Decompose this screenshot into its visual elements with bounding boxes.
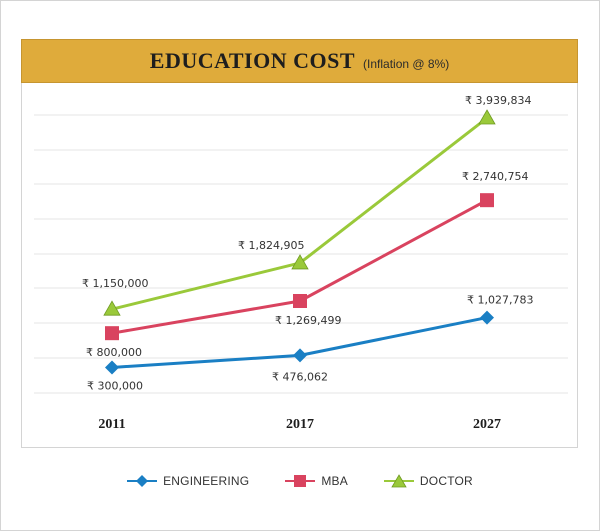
point-doctor-2011: [103, 300, 121, 316]
legend-item-doctor: DOCTOR: [383, 474, 473, 488]
point-doctor-2017: [291, 254, 309, 270]
data-label-doctor-2017: ₹ 1,824,905: [238, 239, 304, 252]
legend-label-engineering: ENGINEERING: [163, 474, 250, 488]
point-mba-2011: [105, 326, 119, 341]
legend-swatch-mba: [285, 475, 316, 487]
title-bar: EDUCATION COST (Inflation @ 8%): [21, 39, 578, 83]
point-mba-2027: [480, 193, 494, 208]
point-engineering-2011: [105, 360, 119, 375]
data-label-doctor-2011: ₹ 1,150,000: [82, 277, 148, 290]
series-line-doctor: [111, 116, 488, 311]
x-tick-label-2027: 2027: [473, 417, 501, 432]
data-label-mba-2017: ₹ 1,269,499: [275, 314, 341, 327]
data-label-mba-2011: ₹ 800,000: [86, 346, 142, 359]
data-label-engineering-2011: ₹ 300,000: [87, 379, 143, 392]
x-tick-label-2011: 2011: [98, 417, 125, 432]
chart-title: EDUCATION COST: [149, 48, 356, 73]
data-label-doctor-2027: ₹ 3,939,834: [465, 94, 531, 107]
legend: ENGINEERING MBA DOCTOR: [0, 470, 600, 492]
legend-item-mba: MBA: [285, 474, 348, 488]
x-tick-label-2017: 2017: [286, 417, 314, 432]
legend-swatch-engineering: [127, 475, 158, 487]
legend-label-mba: MBA: [321, 474, 348, 488]
data-label-engineering-2017: ₹ 476,062: [272, 370, 328, 383]
legend-label-doctor: DOCTOR: [419, 474, 473, 488]
point-engineering-2017: [293, 348, 307, 363]
legend-item-engineering: ENGINEERING: [127, 474, 249, 488]
data-label-engineering-2027: ₹ 1,027,783: [467, 294, 533, 307]
data-label-mba-2027: ₹ 2,740,754: [462, 170, 528, 183]
point-engineering-2027: [480, 310, 494, 325]
legend-swatch-doctor: [383, 474, 414, 488]
point-mba-2017: [293, 294, 307, 309]
chart-subtitle: (Inflation @ 8%): [363, 57, 450, 71]
plot-area-frame: [21, 83, 578, 448]
point-doctor-2027: [478, 109, 496, 125]
